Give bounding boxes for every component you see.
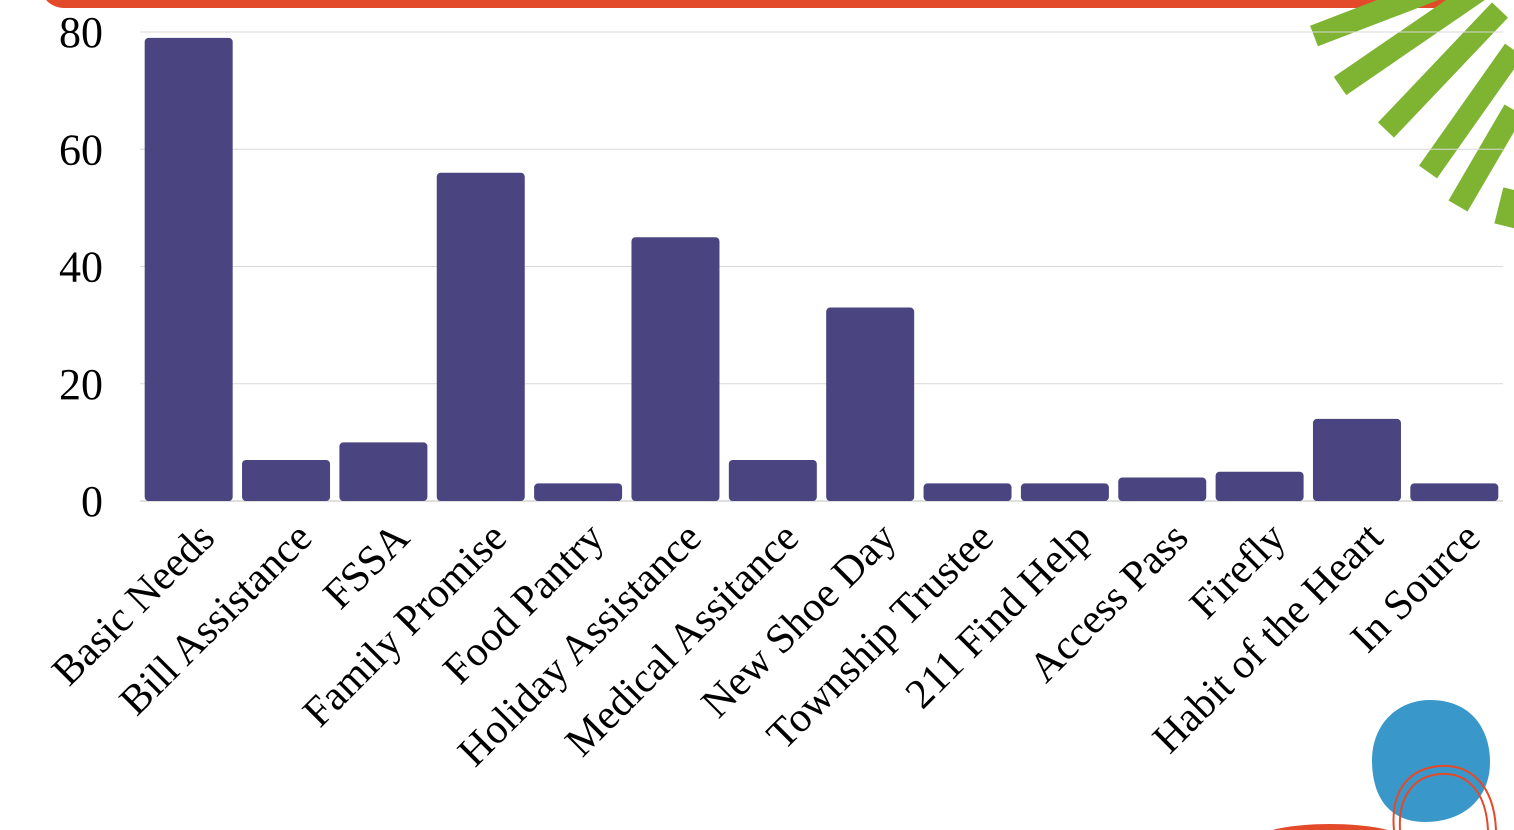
y-tick-label: 0 [81,477,103,526]
bar-new-shoe-day [826,307,915,501]
bar-habit-of-the-heart [1312,418,1401,501]
green-sunburst-rays [1310,0,1514,229]
bar-fssa [339,442,428,501]
bar-firefly [1215,471,1304,501]
bar-basic-needs [144,37,233,502]
bar-access-pass [1118,477,1207,501]
blue-circle-blob [1372,700,1490,822]
bar-township-trustee [923,483,1012,501]
red-blob-bottom [1272,824,1388,830]
y-tick-label: 20 [59,360,103,409]
y-tick-label: 40 [59,243,103,292]
top-banner-stripe [46,0,1454,8]
y-tick-label: 60 [59,125,103,174]
bar-bill-assistance [242,459,331,501]
y-tick-label: 80 [59,8,103,57]
y-axis-tick-labels: 0 20 40 60 80 [59,8,103,526]
bars [144,37,1499,502]
bar-in-source [1410,483,1499,501]
bar-food-pantry [534,483,623,501]
gridlines [140,31,1503,502]
bar-medical-assitance [728,459,817,501]
bar-holiday-assistance [631,237,720,501]
red-ring-outline [1392,764,1497,830]
bar-family-promise [436,172,525,501]
bar-211-find-help [1020,483,1109,501]
